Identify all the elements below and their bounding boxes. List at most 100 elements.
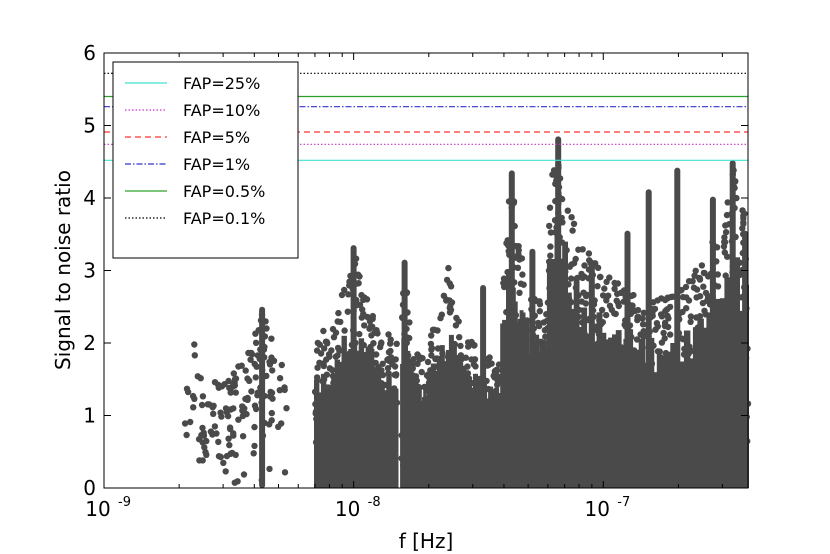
data-point [266, 465, 273, 473]
x-axis-label: f [Hz] [399, 529, 454, 553]
data-point [240, 471, 248, 478]
data-point [696, 293, 704, 300]
data-point [518, 255, 526, 262]
data-point-mass [317, 392, 323, 488]
y-tick-label: 4 [83, 186, 96, 210]
data-point [722, 222, 729, 229]
data-point [585, 250, 593, 257]
data-point [536, 308, 543, 315]
data-point [387, 347, 394, 355]
data-point [500, 275, 508, 282]
data-point [663, 306, 671, 313]
data-point [456, 334, 463, 341]
data-point [535, 319, 542, 327]
data-point [658, 295, 665, 302]
data-point [690, 284, 698, 291]
data-point [611, 279, 618, 287]
data-point-mass [697, 318, 704, 488]
data-point-mass [372, 366, 378, 488]
data-point [276, 375, 284, 382]
data-point [378, 339, 385, 346]
data-point [603, 297, 610, 304]
legend-label: FAP=0.1% [183, 209, 265, 228]
data-point [696, 275, 703, 282]
data-point [410, 356, 417, 363]
legend: FAP=25% FAP=10% FAP=5% FAP=1% FAP=0.5% FAP=0.… [112, 61, 299, 259]
data-point-mass [608, 337, 614, 488]
data-point [211, 379, 219, 386]
data-point [239, 412, 247, 420]
data-point [519, 271, 526, 278]
data-point [189, 392, 197, 400]
data-point [721, 234, 728, 241]
data-point-mass [362, 352, 368, 488]
data-point-mass [592, 342, 599, 488]
data-point [457, 342, 464, 350]
data-point [658, 339, 666, 346]
data-point-mass [320, 373, 327, 488]
legend-label: FAP=1% [183, 155, 250, 174]
data-point [198, 401, 206, 409]
data-point [384, 356, 391, 363]
data-point [579, 274, 586, 282]
data-point [546, 204, 554, 211]
data-point [418, 368, 425, 376]
data-point [486, 354, 493, 361]
data-point-mass [324, 384, 330, 488]
data-point-mass [427, 369, 433, 488]
axis-ticks: 0 1 2 3 4 5 6 10 -9 10 -8 10 -7 [83, 41, 748, 521]
data-spike [742, 230, 749, 488]
data-point [433, 355, 441, 362]
data-spike [674, 167, 681, 488]
data-point [248, 349, 255, 357]
data-point-mass [369, 348, 375, 488]
data-point [470, 342, 478, 349]
data-point [547, 229, 555, 236]
data-point-mass [331, 377, 337, 488]
legend-box [112, 61, 299, 259]
data-point [569, 227, 576, 234]
data-point [329, 372, 337, 380]
data-point [325, 351, 333, 358]
data-point [336, 347, 343, 354]
data-point [447, 302, 454, 310]
data-point [217, 453, 224, 461]
data-point [344, 308, 351, 315]
data-point [547, 243, 554, 250]
data-point [230, 370, 237, 377]
data-point [222, 468, 229, 475]
data-point [654, 348, 662, 355]
data-point [268, 409, 275, 417]
data-point-mass [683, 330, 691, 488]
data-point [227, 385, 234, 393]
data-point [314, 364, 321, 371]
data-point [417, 354, 424, 361]
data-point [720, 243, 728, 250]
data-point [203, 451, 210, 458]
data-point [639, 321, 647, 328]
data-point-mass [569, 308, 576, 488]
data-point [391, 363, 399, 370]
legend-label: FAP=25% [183, 74, 260, 93]
data-point [250, 450, 257, 457]
data-point [462, 354, 469, 361]
data-point [597, 273, 604, 281]
data-point-mass [327, 384, 334, 488]
data-point [493, 368, 500, 375]
data-point-mass [439, 345, 445, 488]
data-point-mass [573, 276, 580, 488]
data-point [234, 478, 241, 485]
data-point [316, 341, 323, 348]
data-point [190, 404, 197, 411]
data-point [225, 377, 232, 385]
data-point [700, 283, 707, 290]
data-point [541, 327, 549, 334]
data-point-mass [494, 387, 500, 488]
data-point-mass [341, 335, 347, 488]
data-point-mass [527, 354, 532, 488]
data-point-mass [661, 360, 668, 488]
data-point [321, 345, 328, 352]
data-point [516, 289, 523, 296]
data-point-mass [393, 388, 399, 488]
